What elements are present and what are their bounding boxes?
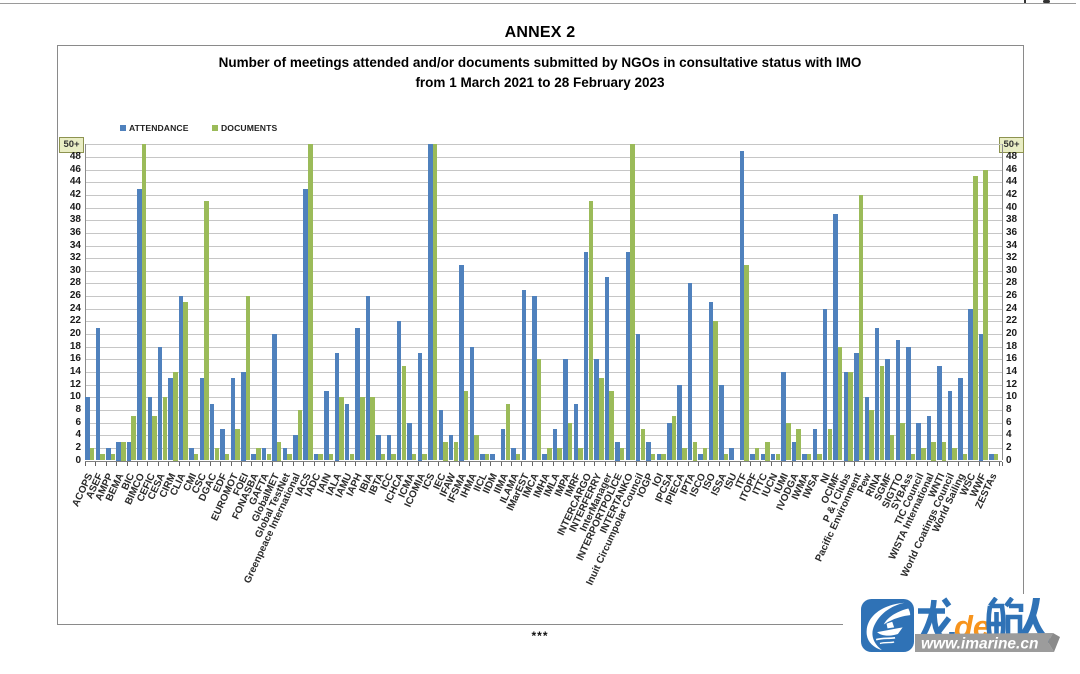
svg-text:www.imarine.cn: www.imarine.cn	[921, 636, 1038, 653]
